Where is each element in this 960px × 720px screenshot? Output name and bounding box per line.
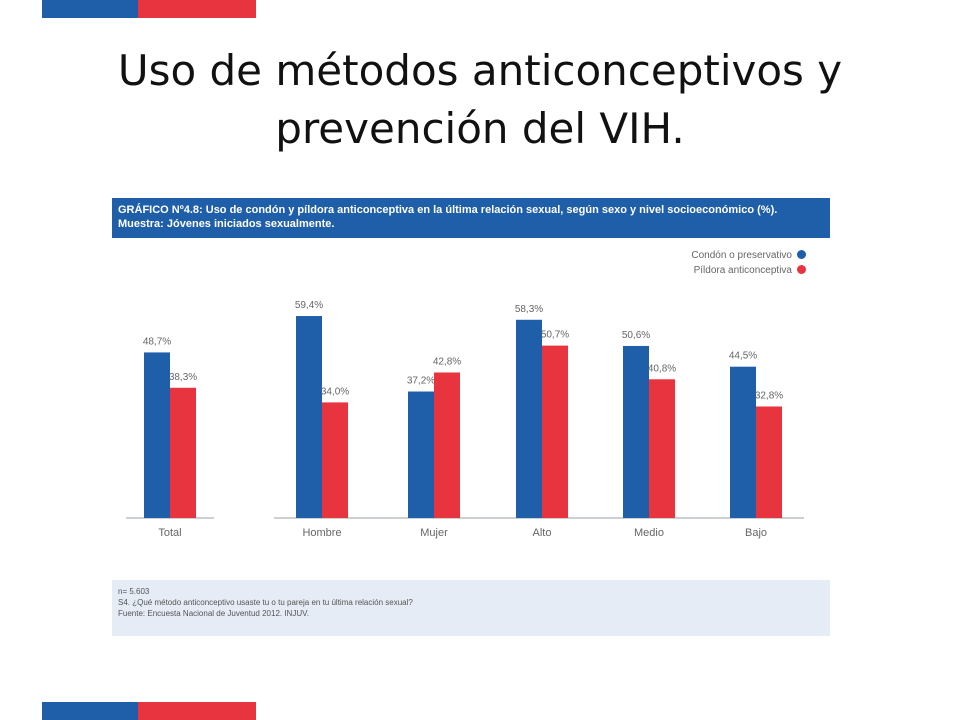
category-label-mujer: Mujer	[420, 527, 448, 539]
top-stripe-blue	[42, 0, 138, 18]
data-label-condon-o-preservativo-bajo: 44,5%	[729, 351, 757, 362]
data-label-condon-o-preservativo-total: 48,7%	[143, 336, 171, 347]
category-label-bajo: Bajo	[745, 527, 767, 539]
bar-pildora-anticonceptiva-bajo	[756, 406, 782, 518]
legend-item-pildora: Píldora anticonceptiva	[691, 263, 806, 278]
bar-condon-o-preservativo-total	[144, 352, 170, 518]
bar-pildora-anticonceptiva-mujer	[434, 372, 460, 518]
bar-pildora-anticonceptiva-total	[170, 387, 196, 518]
category-label-medio: Medio	[634, 527, 664, 539]
bar-pildora-anticonceptiva-hombre	[322, 402, 348, 518]
bar-pildora-anticonceptiva-medio	[649, 379, 675, 518]
slide-title: Uso de métodos anticonceptivos y prevenc…	[60, 42, 900, 158]
bar-condon-o-preservativo-bajo	[730, 366, 756, 518]
data-label-pildora-anticonceptiva-bajo: 32,8%	[755, 390, 783, 401]
legend-dot-condon	[797, 250, 806, 259]
bar-condon-o-preservativo-mujer	[408, 391, 434, 518]
chart-footer: n= 5.603 S4. ¿Qué método anticonceptivo …	[112, 580, 830, 636]
legend-label-condon: Condón o preservativo	[691, 250, 792, 261]
footer-source: Fuente: Encuesta Nacional de Juventud 20…	[118, 609, 309, 618]
chart-sample: Muestra: Jóvenes iniciados sexualmente.	[118, 218, 335, 230]
data-label-condon-o-preservativo-medio: 50,6%	[622, 330, 650, 341]
data-label-pildora-anticonceptiva-alto: 50,7%	[541, 330, 569, 341]
bar-pildora-anticonceptiva-alto	[542, 345, 568, 518]
data-label-pildora-anticonceptiva-hombre: 34,0%	[321, 386, 349, 397]
bottom-stripe-red	[138, 702, 256, 720]
chart-plot: 48,7% 38,3% Total 59,4% 34,0% Hombre 37,2% 42,8…	[112, 238, 830, 580]
chart-figure: GRÁFICO Nº4.8: Uso de condón y píldora a…	[112, 198, 830, 636]
bar-condon-o-preservativo-alto	[516, 319, 542, 518]
bar-condon-o-preservativo-medio	[623, 345, 649, 518]
data-label-pildora-anticonceptiva-mujer: 42,8%	[433, 356, 461, 367]
bar-condon-o-preservativo-hombre	[296, 316, 322, 518]
footer-question: S4. ¿Qué método anticonceptivo usaste tu…	[118, 598, 413, 607]
legend-label-pildora: Píldora anticonceptiva	[693, 265, 792, 276]
data-label-condon-o-preservativo-alto: 58,3%	[515, 304, 543, 315]
data-label-condon-o-preservativo-hombre: 59,4%	[295, 300, 323, 311]
chart-title: GRÁFICO Nº4.8: Uso de condón y píldora a…	[118, 204, 778, 216]
slide-title-line2: prevención del VIH.	[275, 104, 685, 153]
bar-chart: 48,7% 38,3% Total 59,4% 34,0% Hombre 37,2% 42,8…	[126, 300, 804, 539]
top-stripe-red	[138, 0, 256, 18]
category-label-hombre: Hombre	[302, 527, 341, 539]
category-label-alto: Alto	[533, 527, 552, 539]
category-label-total: Total	[158, 527, 181, 539]
legend-dot-pildora	[797, 265, 806, 274]
data-label-condon-o-preservativo-mujer: 37,2%	[407, 376, 435, 387]
data-label-pildora-anticonceptiva-medio: 40,8%	[648, 363, 676, 374]
slide-title-line1: Uso de métodos anticonceptivos y	[117, 46, 843, 95]
legend-item-condon: Condón o preservativo	[691, 248, 806, 263]
chart-legend: Condón o preservativo Píldora anticoncep…	[691, 248, 806, 278]
data-label-pildora-anticonceptiva-total: 38,3%	[169, 372, 197, 383]
footer-sample-size: n= 5.603	[118, 587, 150, 596]
bottom-stripe-blue	[42, 702, 138, 720]
chart-header: GRÁFICO Nº4.8: Uso de condón y píldora a…	[112, 198, 830, 238]
